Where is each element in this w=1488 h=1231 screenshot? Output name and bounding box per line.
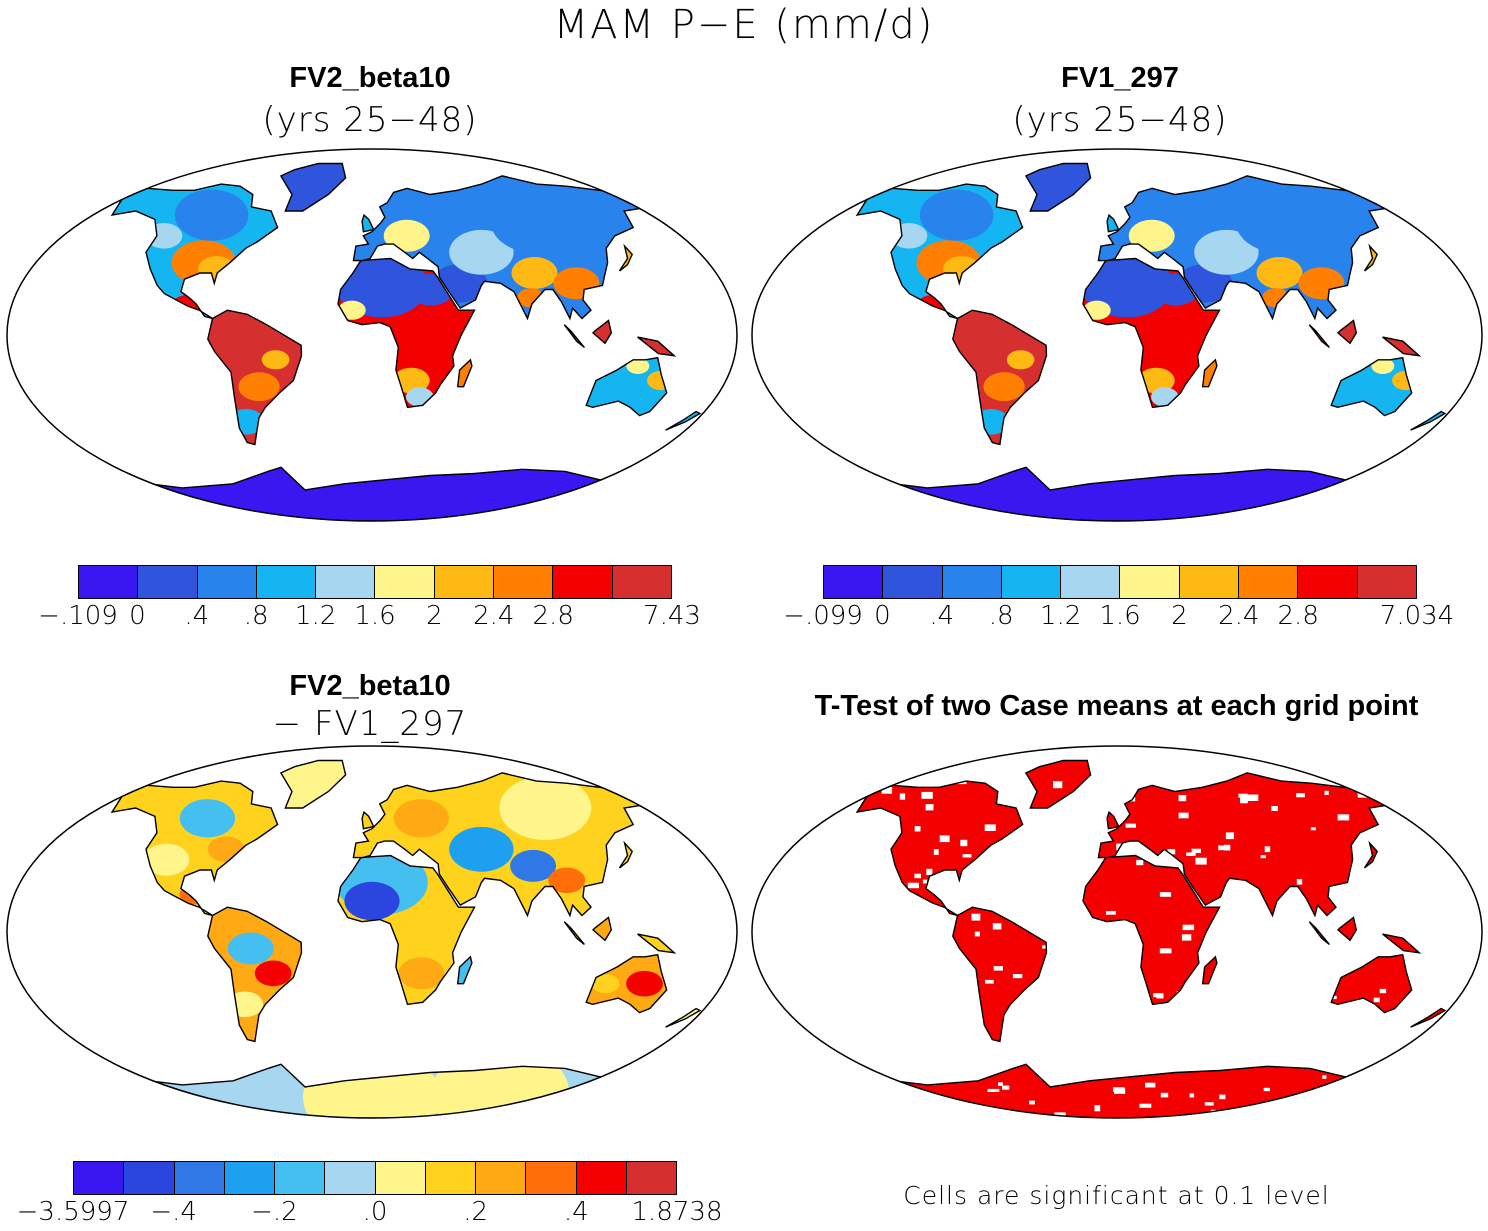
colorbar-tick-label: 0 <box>874 601 891 631</box>
colorbar-tick-label: 1.2 <box>1040 601 1081 631</box>
figure-title: MAM P−E (mm/d) <box>0 2 1488 48</box>
colorbar-cell <box>138 566 197 598</box>
colorbar-tick-label: −3.5997 <box>17 1197 130 1227</box>
map-fv1 <box>745 145 1488 525</box>
colorbar-cell <box>426 1162 476 1194</box>
land-newguinea <box>638 934 675 953</box>
colorbar-cell <box>1061 566 1120 598</box>
colorbar-cell <box>225 1162 275 1194</box>
colorbar-cell <box>1120 566 1179 598</box>
colorbar-cell <box>553 566 612 598</box>
map-ttest <box>745 742 1488 1122</box>
coastline <box>564 922 584 945</box>
coastline <box>564 325 584 348</box>
colorbar-tick-label: 2 <box>1171 601 1188 631</box>
land-southamerica <box>953 310 1047 444</box>
colorbar-tick-label: 1.8738 <box>632 1197 723 1227</box>
colorbar-tick-label: −.2 <box>251 1197 298 1227</box>
panel-title-fv2: FV2_beta10 <box>120 62 620 95</box>
colorbar-tick-label: .2 <box>463 1197 488 1227</box>
colorbar-cell <box>175 1162 225 1194</box>
colorbar-tick-label: 7.034 <box>1380 601 1454 631</box>
colorbar-tick-label: .0 <box>363 1197 388 1227</box>
colorbar-cell <box>316 566 375 598</box>
colorbar-cell <box>275 1162 325 1194</box>
land-northamerica <box>857 184 1023 318</box>
colorbar-tick-label: .8 <box>244 601 269 631</box>
colorbar-cell <box>1002 566 1061 598</box>
colorbar-cell <box>1358 566 1416 598</box>
coastline <box>620 246 633 271</box>
map-fv2 <box>0 145 745 525</box>
colorbar-diff <box>73 1161 677 1195</box>
colorbar-tick-label: 1.6 <box>1099 601 1140 631</box>
panel-title-diff: FV2_beta10 <box>120 670 620 703</box>
colorbar-tick-label: .4 <box>184 601 209 631</box>
panel-subtitle-fv1: (yrs 25−48) <box>870 100 1370 140</box>
colorbar-tick-label: 1.2 <box>295 601 336 631</box>
colorbar-cell <box>435 566 494 598</box>
colorbar-cell <box>577 1162 627 1194</box>
colorbar-fv1 <box>823 565 1417 599</box>
colorbar-tick-label: .4 <box>929 601 954 631</box>
panel-title-ttest: T-Test of two Case means at each grid po… <box>745 690 1488 723</box>
colorbar-tick-label: −.4 <box>150 1197 197 1227</box>
colorbar-cell <box>124 1162 174 1194</box>
colorbar-cell <box>476 1162 526 1194</box>
colorbar-tick-label: 2.8 <box>1278 601 1319 631</box>
colorbar-tick-label: 2.8 <box>533 601 574 631</box>
panel-subtitle-fv2: (yrs 25−48) <box>120 100 620 140</box>
colorbar-cell <box>376 1162 426 1194</box>
coastline <box>1309 325 1329 348</box>
colorbar-tick-label: 2 <box>426 601 443 631</box>
land-antarctica <box>116 467 622 521</box>
coastline <box>1365 246 1378 271</box>
colorbar-cell <box>79 566 138 598</box>
colorbar-cell <box>494 566 553 598</box>
land-southamerica <box>208 907 302 1041</box>
land-newguinea <box>1383 337 1420 356</box>
map-diff <box>0 742 745 1122</box>
colorbar-tick-label: .4 <box>564 1197 589 1227</box>
colorbar-cell <box>943 566 1002 598</box>
land-antarctica <box>861 467 1367 521</box>
panel-subtitle-diff: − FV1_297 <box>120 704 620 744</box>
land-northamerica <box>112 781 278 915</box>
colorbar-tick-label: 0 <box>129 601 146 631</box>
colorbar-tick-label: 2.4 <box>473 601 514 631</box>
colorbar-tick-label: 1.6 <box>354 601 395 631</box>
colorbar-cell <box>1239 566 1298 598</box>
colorbar-cell <box>1180 566 1239 598</box>
colorbar-fv2 <box>78 565 672 599</box>
colorbar-tick-label: −.099 <box>783 601 863 631</box>
colorbar-cell <box>257 566 316 598</box>
coastline <box>1309 922 1329 945</box>
colorbar-cell <box>627 1162 676 1194</box>
land-newguinea <box>638 337 675 356</box>
colorbar-cell <box>325 1162 375 1194</box>
significance-note: Cells are significant at 0.1 level <box>745 1181 1488 1210</box>
colorbar-cell <box>1298 566 1357 598</box>
colorbar-tick-label: 2.4 <box>1218 601 1259 631</box>
land-northamerica <box>112 184 278 318</box>
panel-title-fv1: FV1_297 <box>870 62 1370 95</box>
colorbar-cell <box>824 566 883 598</box>
colorbar-cell <box>74 1162 124 1194</box>
colorbar-cell <box>198 566 257 598</box>
colorbar-cell <box>526 1162 576 1194</box>
colorbar-cell <box>375 566 434 598</box>
coastline <box>1365 843 1378 868</box>
colorbar-tick-label: .8 <box>989 601 1014 631</box>
coastline <box>620 843 633 868</box>
colorbar-cell <box>883 566 942 598</box>
colorbar-tick-label: 7.43 <box>643 601 701 631</box>
colorbar-cell <box>613 566 671 598</box>
colorbar-tick-label: −.109 <box>38 601 118 631</box>
land-southamerica <box>208 310 302 444</box>
